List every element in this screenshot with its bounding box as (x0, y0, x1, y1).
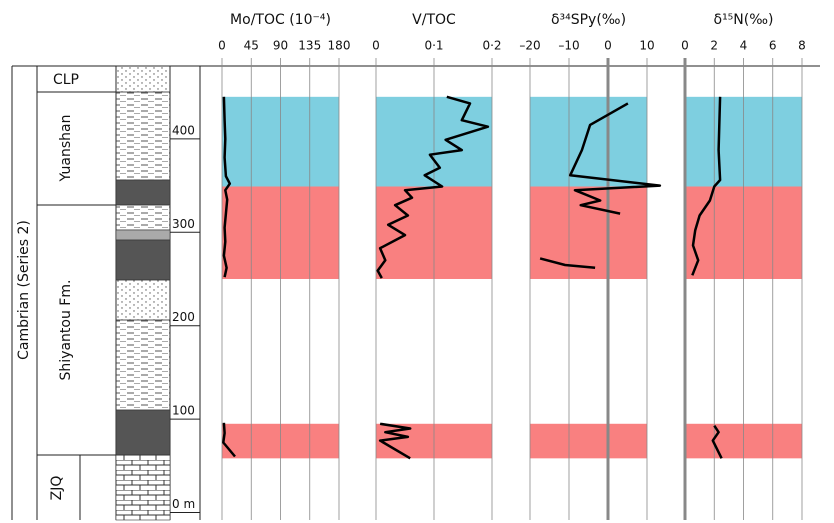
formation-label: CLP (53, 72, 79, 88)
x-tick-label: –20 (519, 39, 540, 53)
x-tick-label: 0 (218, 39, 226, 53)
depth-tick-label: 100 (172, 404, 195, 418)
x-tick-label: 10 (639, 39, 654, 53)
x-tick-label: 180 (328, 39, 351, 53)
depth-tick-label: 300 (172, 217, 195, 231)
formation-label: ZJQ (49, 476, 65, 501)
x-tick-label: –10 (558, 39, 579, 53)
x-tick-label: 0·1 (424, 39, 443, 53)
x-tick-label: 135 (298, 39, 321, 53)
profile-line (376, 95, 490, 460)
panel-title: δ¹⁵N(‰) (714, 12, 774, 28)
panel-title: Mo/TOC (10⁻⁴) (230, 12, 331, 28)
x-tick-label: 0·2 (482, 39, 501, 53)
interval-band (530, 186, 647, 279)
x-tick-label: 4 (740, 39, 748, 53)
depth-tick-label: 0 m (172, 497, 195, 511)
depth-tick-label: 200 (172, 310, 195, 324)
profile-line (691, 96, 723, 459)
interval-band (530, 423, 647, 459)
lithology (115, 65, 171, 521)
x-tick-label: 2 (710, 39, 718, 53)
x-tick-label: 0 (372, 39, 380, 53)
interval-band (530, 96, 647, 187)
profile-line (539, 102, 662, 270)
depth-tick-label: 400 (172, 123, 195, 137)
system-label: Cambrian (Series 2) (16, 220, 32, 360)
panel-title: V/TOC (412, 12, 456, 28)
x-tick-label: 90 (273, 39, 288, 53)
x-tick-label: 0 (604, 39, 612, 53)
x-tick-label: 45 (244, 39, 259, 53)
x-tick-label: 8 (798, 39, 806, 53)
x-tick-label: 0 (681, 39, 689, 53)
x-tick-label: 6 (769, 39, 777, 53)
formation-label: Shiyantou Fm. (58, 280, 74, 381)
panel-title: δ³⁴SPy(‰) (551, 12, 626, 28)
formation-label: Yuanshan (58, 115, 74, 183)
profile-line (222, 96, 236, 458)
